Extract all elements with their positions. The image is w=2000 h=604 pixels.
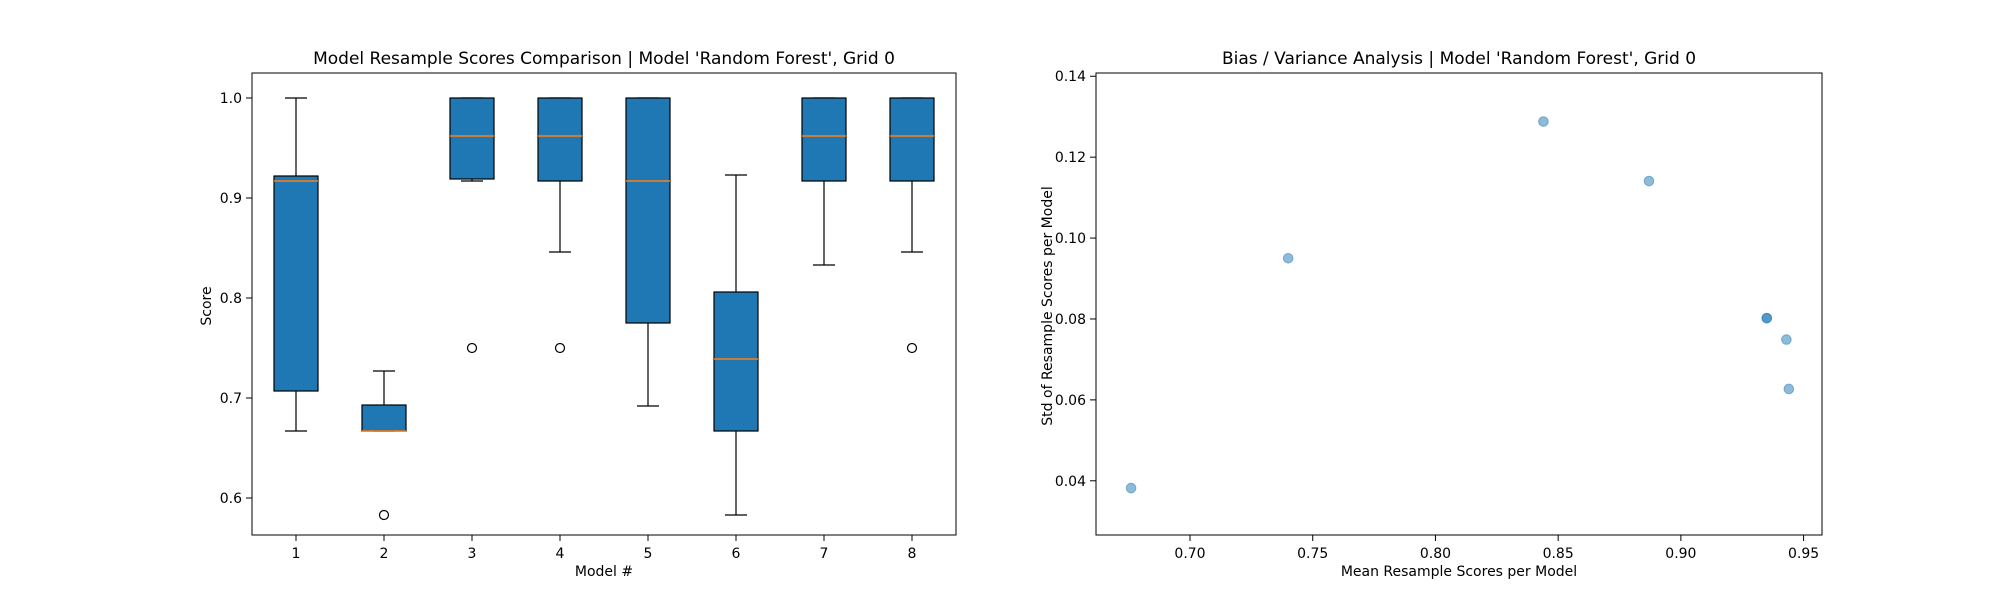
box-body bbox=[537, 97, 583, 182]
box-body bbox=[449, 97, 495, 180]
scatter-ytick-label: 0.08 bbox=[1055, 312, 1086, 328]
boxplot-xtick-label: 6 bbox=[732, 546, 741, 562]
boxplot-ytick-label: 0.7 bbox=[220, 391, 242, 407]
scatter-ylabel: Std of Resample Scores per Model bbox=[1040, 186, 1056, 425]
scatter-axes: 0.04 0.06 0.08 0.10 0.12 0.14 0.70 0.75 0.80 0.85… bbox=[1055, 69, 1823, 562]
boxplot-ytick-label: 1.0 bbox=[220, 91, 242, 107]
scatter-ytick-label: 0.10 bbox=[1055, 231, 1086, 247]
scatter-ytick-label: 0.14 bbox=[1055, 69, 1086, 85]
scatter-point bbox=[1783, 383, 1795, 395]
boxplot-panel: Model Resample Scores Comparison | Model… bbox=[199, 49, 957, 580]
box-outlier bbox=[378, 509, 390, 521]
boxplot-xtick-label: 1 bbox=[292, 546, 301, 562]
boxplot-ytick-label: 0.9 bbox=[220, 191, 242, 207]
scatter-frame bbox=[1095, 72, 1823, 536]
scatter-point bbox=[1781, 334, 1792, 345]
box-model-1 bbox=[273, 97, 319, 432]
box-model-6 bbox=[713, 174, 759, 516]
boxplot-xtick-label: 7 bbox=[820, 546, 829, 562]
scatter-ytick-label: 0.06 bbox=[1055, 393, 1086, 409]
boxplot-ytick-label: 0.8 bbox=[220, 291, 242, 307]
scatter-point bbox=[1282, 252, 1294, 264]
box-body bbox=[625, 97, 671, 324]
scatter-ytick-label: 0.04 bbox=[1055, 474, 1086, 490]
scatter-point bbox=[1643, 175, 1655, 187]
scatter-xtick-label: 0.85 bbox=[1543, 546, 1574, 562]
scatter-xtick-label: 0.70 bbox=[1174, 546, 1205, 562]
scatter-title: Bias / Variance Analysis | Model 'Random… bbox=[1222, 49, 1696, 69]
boxplot-ytick-label: 0.6 bbox=[220, 491, 242, 507]
box-model-3 bbox=[449, 97, 495, 354]
box-outlier bbox=[554, 342, 566, 354]
box-body bbox=[801, 97, 847, 182]
scatter-point bbox=[1538, 116, 1549, 127]
scatter-xtick-label: 0.80 bbox=[1420, 546, 1451, 562]
scatter-panel: Bias / Variance Analysis | Model 'Random… bbox=[1040, 49, 1823, 580]
scatter-xtick-label: 0.95 bbox=[1788, 546, 1819, 562]
boxplot-xlabel: Model # bbox=[575, 564, 633, 580]
scatter-xtick-label: 0.90 bbox=[1665, 546, 1696, 562]
box-body bbox=[361, 404, 407, 432]
box-outlier bbox=[466, 342, 478, 354]
scatter-point bbox=[1761, 312, 1773, 324]
scatter-point bbox=[1125, 482, 1137, 494]
box-model-5 bbox=[625, 97, 671, 407]
boxplot-title: Model Resample Scores Comparison | Model… bbox=[313, 49, 895, 69]
boxplot-axes: 0.6 0.7 0.8 0.9 1.0 1 2 3 4 5 6 7 8 bbox=[220, 72, 957, 562]
box-model-4 bbox=[537, 97, 583, 354]
boxplot-xtick-label: 3 bbox=[468, 546, 477, 562]
box-body bbox=[889, 97, 935, 182]
box-body bbox=[713, 291, 759, 432]
box-body bbox=[273, 175, 319, 392]
box-model-8 bbox=[889, 97, 935, 354]
boxplot-ylabel: Score bbox=[199, 286, 215, 325]
box-model-2 bbox=[361, 370, 407, 521]
boxplot-xtick-label: 5 bbox=[644, 546, 653, 562]
boxplot-xtick-label: 8 bbox=[908, 546, 917, 562]
box-model-7 bbox=[801, 97, 847, 266]
scatter-ytick-label: 0.12 bbox=[1055, 150, 1086, 166]
boxplot-frame bbox=[251, 72, 957, 536]
scatter-xlabel: Mean Resample Scores per Model bbox=[1341, 564, 1577, 580]
box-outlier bbox=[906, 342, 918, 354]
boxplot-xtick-label: 4 bbox=[556, 546, 565, 562]
scatter-xtick-label: 0.75 bbox=[1297, 546, 1328, 562]
boxplot-xtick-label: 2 bbox=[380, 546, 389, 562]
